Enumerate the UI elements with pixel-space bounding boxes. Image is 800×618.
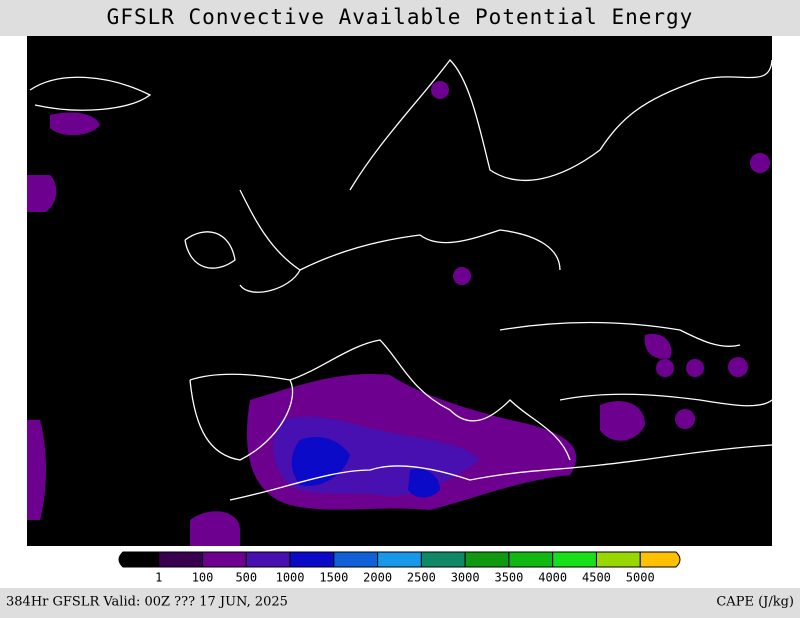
title: GFSLR Convective Available Potential Ene… bbox=[107, 5, 694, 29]
valid-time: 384Hr GFSLR Valid: 00Z ??? 17 JUN, 2025 bbox=[6, 595, 288, 610]
coastlines bbox=[29, 59, 773, 501]
colorbar-label: 4000 bbox=[538, 571, 567, 585]
colorbar: 1 100 500 1000 1500 2000 2500 3000 3500 4000 4500 5… bbox=[118, 551, 681, 585]
colorbar-label: 1500 bbox=[319, 571, 348, 585]
colorbar-label: 2500 bbox=[407, 571, 436, 585]
colorbar-label: 100 bbox=[192, 571, 214, 585]
colorbar-label: 2000 bbox=[363, 571, 392, 585]
colorbar-label: 3500 bbox=[494, 571, 523, 585]
colorbar-segment bbox=[202, 551, 247, 568]
units-label: CAPE (J/kg) bbox=[716, 595, 794, 610]
colorbar-segment bbox=[377, 551, 422, 568]
colorbar-end bbox=[639, 551, 681, 568]
colorbar-label: 3000 bbox=[451, 571, 480, 585]
colorbar-segment bbox=[420, 551, 466, 568]
colorbar-segment bbox=[552, 551, 597, 568]
colorbar-label: 1 bbox=[155, 571, 162, 585]
footer-bar bbox=[0, 588, 800, 618]
title-bar bbox=[0, 0, 800, 36]
colorbar-segment bbox=[595, 551, 641, 568]
colorbar-segment bbox=[158, 551, 204, 568]
colorbar-label: 500 bbox=[235, 571, 257, 585]
colorbar-segment bbox=[333, 551, 379, 568]
colorbar-label: 5000 bbox=[626, 571, 655, 585]
colorbar-segment bbox=[464, 551, 510, 568]
colorbar-segment bbox=[508, 551, 554, 568]
colorbar-end bbox=[118, 551, 160, 568]
colorbar-segment bbox=[245, 551, 291, 568]
colorbar-segment bbox=[289, 551, 335, 568]
colorbar-label: 4500 bbox=[582, 571, 611, 585]
colorbar-label: 1000 bbox=[276, 571, 305, 585]
